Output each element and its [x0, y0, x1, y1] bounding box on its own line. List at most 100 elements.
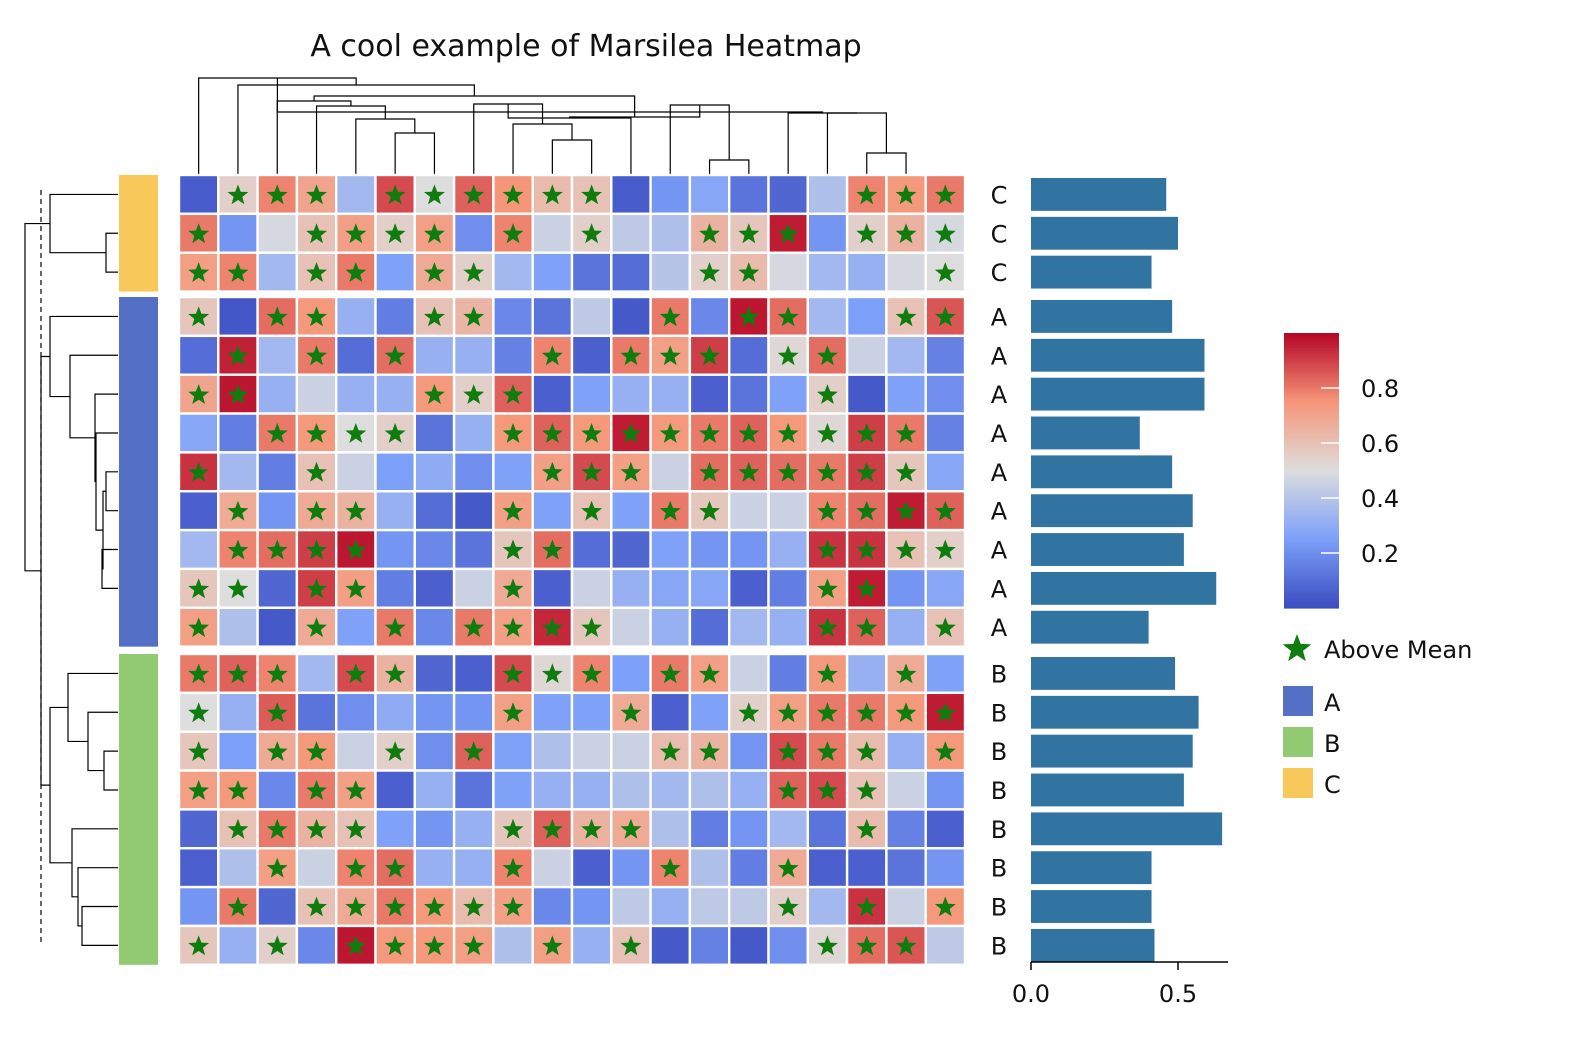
heatmap-cell: [610, 490, 652, 532]
heatmap-cell: [767, 808, 809, 850]
row-dendrogram-link: [94, 393, 118, 483]
colorbar-segment: [1284, 405, 1339, 409]
star-marker: [188, 935, 210, 956]
star-marker: [384, 663, 406, 684]
heatmap-cell: [610, 173, 652, 216]
row-label: A: [991, 420, 1008, 448]
row-dendrogram-link: [81, 905, 118, 946]
heatmap-cell: [806, 295, 849, 338]
heatmap-cell: [728, 490, 770, 532]
heatmap-cell: [256, 334, 299, 376]
heatmap-cell: [531, 769, 574, 811]
legend: Above Mean ABC: [1282, 634, 1472, 799]
heatmap-cell: [924, 451, 967, 493]
star-marker: [502, 184, 524, 205]
heatmap-cell: [924, 652, 967, 695]
row-label: C: [991, 181, 1008, 209]
star-marker: [895, 702, 917, 723]
heatmap-cell: [688, 295, 731, 338]
heatmap-cell: [256, 373, 299, 415]
star-marker: [817, 345, 838, 366]
row-label: B: [991, 738, 1007, 766]
heatmap-cell: [570, 691, 613, 733]
star-marker: [266, 935, 288, 956]
heatmap-cell: [924, 567, 967, 610]
heatmap-cell: [845, 847, 888, 889]
heatmap-cell: [728, 924, 770, 967]
heatmap-cell: [885, 885, 927, 928]
star-marker: [306, 423, 327, 443]
colorbar-segment: [1284, 515, 1339, 519]
star-marker: [541, 617, 563, 638]
col-dendrogram-link: [355, 118, 416, 175]
row-label: A: [991, 575, 1008, 603]
heatmap-cell: [217, 847, 259, 889]
star-marker: [541, 935, 563, 956]
star-marker: [345, 423, 367, 443]
heatmap-cell: [570, 885, 613, 928]
star-marker: [856, 184, 878, 205]
value-bar: [1031, 734, 1193, 768]
row-label: C: [991, 220, 1008, 248]
star-marker: [659, 423, 681, 443]
heatmap-cell: [531, 295, 574, 338]
colorbar-segment: [1284, 383, 1339, 387]
colorbar-segment: [1284, 378, 1339, 382]
star-marker: [345, 935, 367, 956]
star-marker: [817, 780, 838, 800]
heatmap-cell: [374, 769, 416, 811]
heatmap-cell: [570, 528, 613, 571]
value-bar: [1031, 416, 1140, 450]
star-marker: [581, 500, 603, 521]
heatmap-cell: [413, 652, 456, 695]
legend-swatch-a: [1283, 686, 1313, 716]
star-marker: [345, 818, 367, 839]
heatmap-cell: [177, 173, 220, 216]
star-marker: [934, 500, 956, 521]
star-marker: [502, 818, 524, 839]
colorbar-segment: [1284, 410, 1339, 414]
star-marker: [345, 896, 367, 917]
star-marker: [502, 223, 524, 244]
star-marker: [699, 461, 720, 482]
heatmap-cell: [374, 251, 416, 293]
heatmap-cell: [845, 373, 888, 415]
heatmap-cell: [531, 490, 574, 532]
colorbar-segment: [1284, 550, 1339, 554]
colorbar-segment: [1284, 408, 1339, 412]
star-marker: [266, 184, 288, 205]
star-marker: [188, 780, 210, 800]
star-marker: [502, 539, 524, 560]
star-marker: [463, 741, 485, 761]
col-dendrogram-link: [315, 105, 386, 175]
star-marker: [188, 384, 210, 404]
heatmap-cell: [728, 769, 770, 811]
star-marker: [856, 223, 878, 244]
colorbar-segment: [1284, 495, 1339, 499]
heatmap-cell: [452, 847, 495, 889]
colorbar-segment: [1284, 443, 1339, 447]
heatmap-cell: [610, 251, 652, 293]
heatmap-cell: [452, 652, 495, 695]
heatmap-cell: [374, 295, 416, 338]
row-label: C: [991, 259, 1008, 287]
heatmap-cell: [335, 173, 377, 216]
colorbar-segment: [1284, 573, 1339, 577]
star-marker: [856, 780, 878, 800]
row-label: A: [991, 459, 1008, 487]
star-marker: [384, 223, 406, 244]
heatmap-cell: [767, 251, 809, 293]
star-marker: [266, 702, 288, 723]
star-marker: [817, 539, 838, 560]
row-label: B: [991, 660, 1007, 688]
star-marker: [659, 500, 681, 521]
colorbar-segment: [1284, 390, 1339, 394]
colorbar-segment: [1284, 395, 1339, 399]
star-marker: [541, 539, 563, 560]
colorbar-segment: [1284, 413, 1339, 417]
star-marker: [502, 617, 524, 638]
heatmap-cell: [335, 295, 377, 338]
star-marker: [856, 617, 878, 638]
heatmap-cell: [688, 173, 731, 216]
heatmap-cell: [649, 808, 692, 850]
